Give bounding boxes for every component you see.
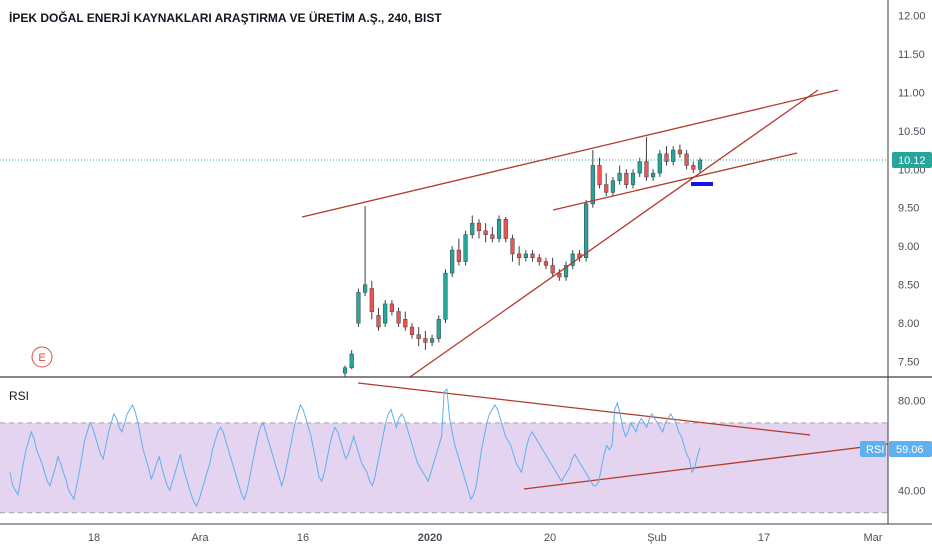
time-tick-label: 17: [758, 532, 770, 544]
candle-body[interactable]: [429, 338, 435, 343]
support-marker[interactable]: [691, 182, 713, 186]
candle-body[interactable]: [523, 253, 528, 258]
candle-body[interactable]: [383, 303, 388, 324]
event-marker-label: E: [38, 352, 45, 364]
price-tick-label: 11.50: [898, 49, 925, 61]
candle-body[interactable]: [563, 265, 569, 278]
candle-body[interactable]: [450, 249, 455, 274]
trendline[interactable]: [301, 89, 839, 218]
time-tick-label: 20: [544, 532, 556, 544]
candle-body[interactable]: [550, 265, 555, 274]
trendline[interactable]: [552, 152, 798, 211]
candle-body[interactable]: [416, 334, 421, 339]
rsi-tick-label: 40.00: [898, 485, 926, 497]
candle-body[interactable]: [557, 272, 562, 278]
rsi-tick-label: 80.00: [898, 395, 926, 407]
price-tick-label: 7.50: [898, 357, 919, 369]
candle-body[interactable]: [677, 149, 682, 155]
candle-body[interactable]: [356, 292, 361, 324]
candle-body[interactable]: [363, 284, 368, 293]
candle-body[interactable]: [691, 165, 696, 170]
candle-body[interactable]: [657, 153, 662, 174]
candle-body[interactable]: [664, 153, 669, 162]
price-tick-label: 8.00: [898, 318, 919, 330]
candle-body[interactable]: [503, 219, 508, 239]
candle-body[interactable]: [349, 353, 354, 369]
candlestick-series[interactable]: [342, 136, 703, 377]
candle-body[interactable]: [570, 253, 575, 266]
trendline[interactable]: [409, 89, 819, 378]
candle-body[interactable]: [443, 272, 448, 320]
candle-body[interactable]: [537, 257, 542, 262]
candle-body[interactable]: [671, 149, 676, 162]
candle-body[interactable]: [697, 159, 703, 170]
candle-body[interactable]: [597, 165, 602, 185]
candle-body[interactable]: [530, 253, 535, 258]
rsi-trendline[interactable]: [523, 443, 889, 490]
candle-body[interactable]: [376, 315, 381, 328]
candle-body[interactable]: [637, 161, 642, 174]
rsi-badge-label: RSI: [866, 444, 884, 456]
candle-body[interactable]: [604, 184, 609, 193]
last-price-badge: 10.12: [892, 152, 932, 169]
candle-body[interactable]: [403, 319, 408, 328]
rsi-trendline[interactable]: [357, 382, 811, 436]
price-tick-label: 9.50: [898, 203, 919, 215]
price-tick-label: 12.00: [898, 10, 926, 22]
price-tick-label: 10.50: [898, 126, 926, 138]
time-tick-label: 18: [88, 532, 100, 544]
candle-body[interactable]: [456, 249, 461, 262]
time-tick-label: 2020: [418, 532, 442, 544]
candle-body[interactable]: [584, 203, 589, 258]
candle-body[interactable]: [510, 238, 515, 255]
candle-body[interactable]: [463, 234, 468, 262]
candle-body[interactable]: [610, 180, 616, 193]
rsi-value: 59.06: [896, 444, 924, 456]
candle-body[interactable]: [644, 161, 649, 178]
price-tick-label: 9.00: [898, 241, 919, 253]
candle-body[interactable]: [543, 261, 549, 266]
candle-body[interactable]: [651, 172, 656, 178]
rsi-trendline-drawings[interactable]: [357, 382, 889, 490]
candle-body[interactable]: [483, 230, 488, 235]
candle-body[interactable]: [396, 311, 401, 324]
candle-body[interactable]: [617, 172, 622, 182]
event-marker-icon[interactable]: E: [31, 346, 53, 368]
last-price-value: 10.12: [898, 155, 926, 167]
candle-body[interactable]: [389, 303, 394, 312]
candle-body[interactable]: [342, 367, 348, 374]
price-tick-label: 11.00: [898, 87, 925, 99]
candle-body[interactable]: [517, 253, 522, 258]
rsi-overbought-oversold-band: [0, 422, 888, 513]
time-tick-label: 16: [297, 532, 309, 544]
candle-body[interactable]: [624, 172, 629, 185]
candle-body[interactable]: [409, 326, 415, 335]
rsi-pane-label: RSI: [9, 389, 29, 403]
candle-body[interactable]: [490, 234, 495, 239]
candle-body[interactable]: [423, 338, 428, 343]
time-tick-label: Mar: [864, 532, 883, 544]
candle-body[interactable]: [470, 222, 475, 235]
candle-body[interactable]: [630, 172, 636, 185]
chart-title: İPEK DOĞAL ENERJİ KAYNAKLARI ARAŞTIRMA V…: [9, 10, 442, 25]
price-axis[interactable]: 7.508.008.509.009.5010.0010.5011.0011.50…: [898, 10, 926, 368]
price-tick-label: 8.50: [898, 280, 919, 292]
rsi-line[interactable]: [9, 388, 701, 508]
candle-body[interactable]: [590, 165, 595, 205]
candle-body[interactable]: [436, 319, 441, 339]
rsi-value-badge: RSI 59.06: [860, 441, 932, 457]
trendline-drawings[interactable]: [301, 89, 839, 378]
candle-body[interactable]: [369, 288, 374, 312]
time-tick-label: Ara: [191, 532, 209, 544]
candle-body[interactable]: [476, 222, 482, 232]
time-tick-label: Şub: [647, 532, 667, 544]
candle-body[interactable]: [496, 219, 502, 239]
time-axis[interactable]: 18 Ara 16 2020 20 Şub 17 Mar: [88, 532, 883, 544]
